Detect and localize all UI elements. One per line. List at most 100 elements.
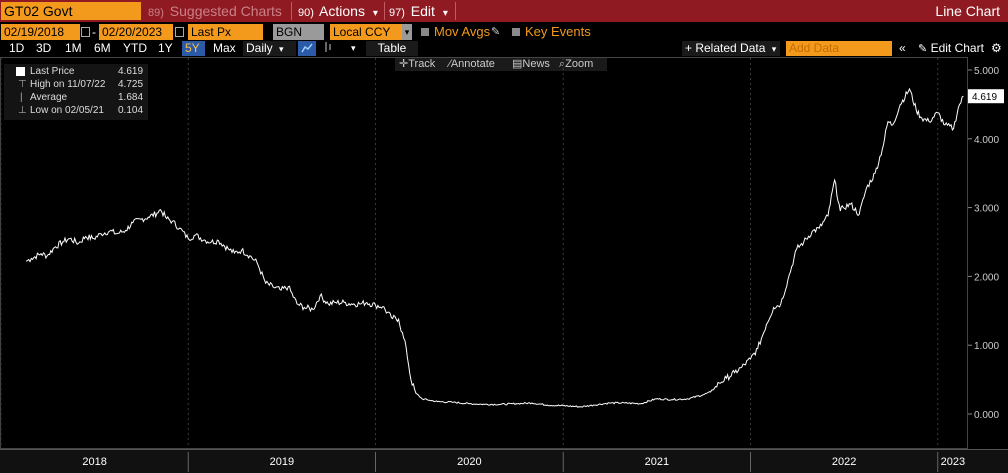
track-tool[interactable]: ✛ Track: [399, 58, 436, 70]
start-calendar-icon[interactable]: [81, 27, 90, 37]
line-chart-icon[interactable]: [298, 41, 316, 56]
related-chevron-down-icon: ▾: [771, 44, 777, 54]
legend-row: ⊥ Low on 02/05/21 0.104: [4, 105, 148, 117]
edit-chart-label: Edit Chart: [930, 41, 984, 55]
legend-swatch: [16, 67, 25, 76]
x-tick-label: 2023: [941, 456, 965, 468]
end-date-field[interactable]: 02/20/2023: [99, 24, 173, 40]
key-events-label: Key Events: [525, 24, 591, 39]
y-tick-label: 0.000: [974, 410, 999, 421]
date-range-dash: -: [92, 25, 96, 39]
x-tick-label: 2018: [82, 456, 106, 468]
chart-tool-tray: ✛ Track ⁄ Annotate ▤ News ⌕ Zoom: [395, 58, 607, 71]
pricing-source-field[interactable]: BGN: [273, 24, 324, 40]
currency-selector[interactable]: Local CCY: [330, 24, 402, 40]
edit-menu[interactable]: 97) Edit ▾: [389, 2, 448, 20]
mov-avgs-checkbox[interactable]: [421, 28, 429, 36]
frequency-selector[interactable]: Daily ▾: [243, 41, 296, 56]
series-line-last-price: [25, 87, 964, 408]
frequency-label: Daily: [246, 41, 273, 55]
y-tick-label: 4.000: [974, 135, 999, 146]
annotate-label: Annotate: [450, 58, 495, 70]
period-button-max[interactable]: Max: [213, 41, 236, 55]
end-calendar-icon[interactable]: [175, 27, 184, 37]
suggested-number: 89): [148, 7, 164, 19]
legend-value: 1.684: [118, 92, 144, 103]
suggested-charts-menu[interactable]: 89) Suggested Charts: [148, 2, 282, 20]
title-separator: [291, 2, 292, 20]
annotate-tool[interactable]: ⁄ Annotate: [449, 58, 495, 70]
collapse-icon[interactable]: «: [899, 41, 906, 55]
price-field-selector[interactable]: Last Px: [188, 24, 263, 40]
edit-chevron-down-icon: ▾: [442, 8, 448, 19]
low-marker-icon: ⊥: [18, 105, 27, 116]
legend-label: Low on 02/05/21: [30, 105, 104, 116]
period-button-1d[interactable]: 1D: [9, 41, 25, 55]
x-axis-bar: [0, 449, 1008, 473]
title-separator: [455, 2, 456, 20]
period-row: 1D 3D 1M 6M YTD 1Y 5Y Max Daily ▾ ▾ Tabl…: [0, 41, 1008, 56]
mov-avgs-label: Mov Avgs: [434, 24, 491, 39]
legend-label: Last Price: [30, 66, 75, 77]
edit-chart-button[interactable]: ✎ Edit Chart: [915, 41, 987, 56]
y-tick-label: 1.000: [974, 341, 999, 352]
currency-chevron-down-icon[interactable]: ▾: [402, 24, 412, 40]
x-tick-label: 2021: [645, 456, 669, 468]
related-data-label: + Related Data: [685, 41, 766, 55]
legend-value: 0.104: [118, 105, 144, 116]
y-tick-label: 5.000: [974, 66, 999, 77]
news-tool[interactable]: ▤ News: [512, 58, 550, 70]
average-marker-icon: |: [20, 92, 23, 103]
x-tick-label: 2019: [270, 456, 294, 468]
legend-label: High on 11/07/22: [30, 79, 106, 90]
edit-label: Edit: [410, 3, 435, 19]
ticker-field[interactable]: GT02 Govt: [1, 2, 141, 20]
period-button-5y[interactable]: 5Y: [182, 41, 205, 56]
actions-number: 90): [298, 7, 314, 19]
period-button-3d[interactable]: 3D: [36, 41, 52, 55]
x-tick-label: 2020: [457, 456, 481, 468]
news-label: News: [522, 58, 550, 70]
title-separator: [384, 2, 385, 20]
title-bar: GT02 Govt 89) Suggested Charts 90) Actio…: [0, 0, 1008, 22]
x-tick-label: 2022: [832, 456, 856, 468]
last-value-tag-bg: [968, 89, 1004, 104]
zoom-label: Zoom: [565, 58, 594, 70]
period-button-1y[interactable]: 1Y: [158, 41, 173, 55]
key-events-checkbox[interactable]: [512, 28, 520, 36]
actions-label: Actions: [319, 3, 365, 19]
related-data-menu[interactable]: + Related Data ▾: [682, 41, 780, 56]
legend-row: ⊤ High on 11/07/22 4.725: [4, 79, 148, 91]
y-tick-label: 3.000: [974, 204, 999, 215]
edit-number: 97): [389, 7, 405, 19]
period-button-1m[interactable]: 1M: [65, 41, 82, 55]
settings-gear-icon[interactable]: ⚙: [991, 41, 1002, 55]
candle-chart-icon[interactable]: [320, 41, 336, 56]
chart-type-title: Line Chart: [935, 3, 1000, 19]
settings-row: 02/19/2018 - 02/20/2023 Last Px BGN Loca…: [0, 24, 1008, 41]
legend-panel: Last Price 4.619 ⊤ High on 11/07/22 4.72…: [4, 64, 148, 120]
zoom-tool[interactable]: ⌕ Zoom: [559, 58, 594, 70]
track-label: Track: [408, 58, 436, 70]
high-marker-icon: ⊤: [18, 79, 27, 90]
table-button[interactable]: Table: [366, 41, 418, 56]
period-button-ytd[interactable]: YTD: [123, 41, 147, 55]
legend-label: Average: [30, 92, 68, 103]
legend-value: 4.619: [118, 66, 144, 77]
edit-chart-pencil-icon: ✎: [918, 43, 928, 55]
y-tick-label: 2.000: [974, 272, 999, 283]
add-data-input[interactable]: Add Data: [786, 41, 892, 56]
start-date-field[interactable]: 02/19/2018: [1, 24, 80, 40]
legend-value: 4.725: [118, 79, 144, 90]
pencil-icon[interactable]: ✎: [491, 26, 501, 38]
frequency-chevron-down-icon: ▾: [279, 44, 284, 54]
chart-style-chevron-down-icon[interactable]: ▾: [351, 43, 356, 53]
legend-row: Last Price 4.619: [4, 66, 148, 78]
actions-chevron-down-icon: ▾: [372, 8, 378, 19]
legend-row: | Average 1.684: [4, 92, 148, 104]
last-value-label: 4.619: [972, 92, 997, 103]
period-button-6m[interactable]: 6M: [94, 41, 111, 55]
actions-menu[interactable]: 90) Actions ▾: [298, 2, 378, 20]
suggested-label: Suggested Charts: [169, 3, 282, 19]
